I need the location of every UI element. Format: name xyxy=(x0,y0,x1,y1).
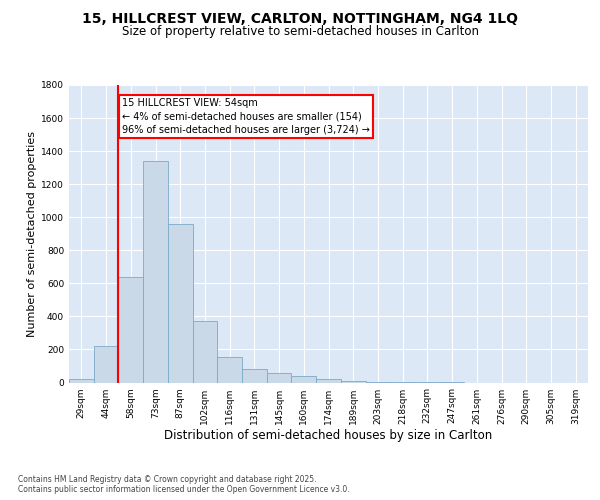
Text: 15 HILLCREST VIEW: 54sqm
← 4% of semi-detached houses are smaller (154)
96% of s: 15 HILLCREST VIEW: 54sqm ← 4% of semi-de… xyxy=(122,98,370,134)
Bar xyxy=(118,276,143,382)
Bar xyxy=(316,379,341,382)
Bar xyxy=(168,224,193,382)
Bar xyxy=(69,379,94,382)
Bar xyxy=(292,376,316,382)
Bar xyxy=(341,381,365,382)
X-axis label: Distribution of semi-detached houses by size in Carlton: Distribution of semi-detached houses by … xyxy=(164,430,493,442)
Bar xyxy=(94,346,118,383)
Text: Contains HM Land Registry data © Crown copyright and database right 2025.
Contai: Contains HM Land Registry data © Crown c… xyxy=(18,474,350,494)
Bar xyxy=(217,357,242,382)
Bar xyxy=(242,370,267,382)
Bar xyxy=(143,161,168,382)
Bar xyxy=(267,372,292,382)
Text: 15, HILLCREST VIEW, CARLTON, NOTTINGHAM, NG4 1LQ: 15, HILLCREST VIEW, CARLTON, NOTTINGHAM,… xyxy=(82,12,518,26)
Y-axis label: Number of semi-detached properties: Number of semi-detached properties xyxy=(27,130,37,337)
Bar xyxy=(193,322,217,382)
Text: Size of property relative to semi-detached houses in Carlton: Size of property relative to semi-detach… xyxy=(121,25,479,38)
